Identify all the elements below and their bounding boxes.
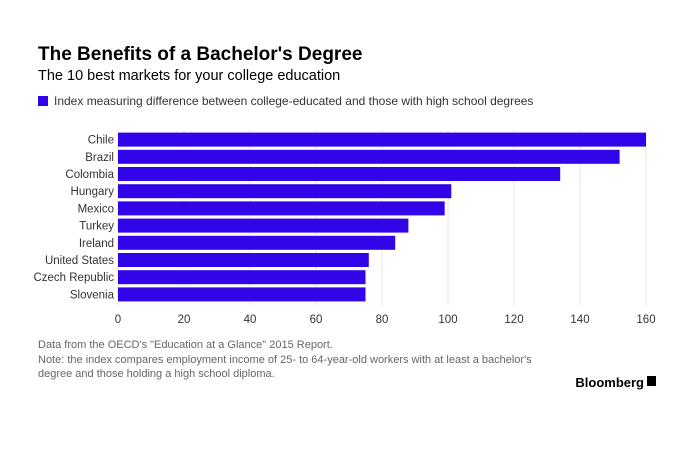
category-label: Chile: [88, 135, 114, 147]
x-tick-label: 120: [504, 314, 523, 326]
bloomberg-logo: Bloomberg: [575, 375, 656, 390]
category-label: United States: [45, 255, 114, 267]
x-tick-label: 60: [310, 314, 323, 326]
bar: [118, 270, 366, 284]
bar: [118, 219, 408, 233]
category-label: Turkey: [79, 221, 114, 233]
category-label: Brazil: [85, 152, 114, 164]
x-tick-label: 160: [636, 314, 655, 326]
bar-chart: 0 20 40 60 80 100 120 140 160 Chile Brazil Colombia…: [0, 0, 700, 340]
bar: [118, 167, 560, 181]
bar: [118, 236, 395, 250]
bar: [118, 253, 369, 267]
category-label: Mexico: [78, 203, 114, 215]
methodology-note-line-1: Note: the index compares employment inco…: [38, 353, 532, 368]
bar: [118, 287, 366, 301]
category-label: Czech Republic: [33, 272, 114, 284]
category-label: Ireland: [79, 238, 114, 250]
bar: [118, 184, 451, 198]
x-tick-label: 20: [178, 314, 191, 326]
methodology-note-line-2: degree and those holding a high school d…: [38, 367, 532, 382]
bar: [118, 201, 445, 215]
category-label: Slovenia: [70, 289, 115, 301]
x-tick-label: 100: [438, 314, 457, 326]
category-label: Colombia: [65, 169, 114, 181]
x-tick-label: 80: [376, 314, 389, 326]
source-note: Data from the OECD's "Education at a Gla…: [38, 338, 532, 353]
bloomberg-terminal-icon: [647, 376, 656, 386]
chart-notes: Data from the OECD's "Education at a Gla…: [38, 338, 532, 382]
bar: [118, 150, 620, 164]
x-tick-label: 0: [115, 314, 121, 326]
x-tick-label: 140: [570, 314, 589, 326]
bar: [118, 133, 646, 147]
x-tick-label: 40: [244, 314, 257, 326]
category-label: Hungary: [71, 186, 115, 198]
brand-name: Bloomberg: [575, 375, 644, 390]
